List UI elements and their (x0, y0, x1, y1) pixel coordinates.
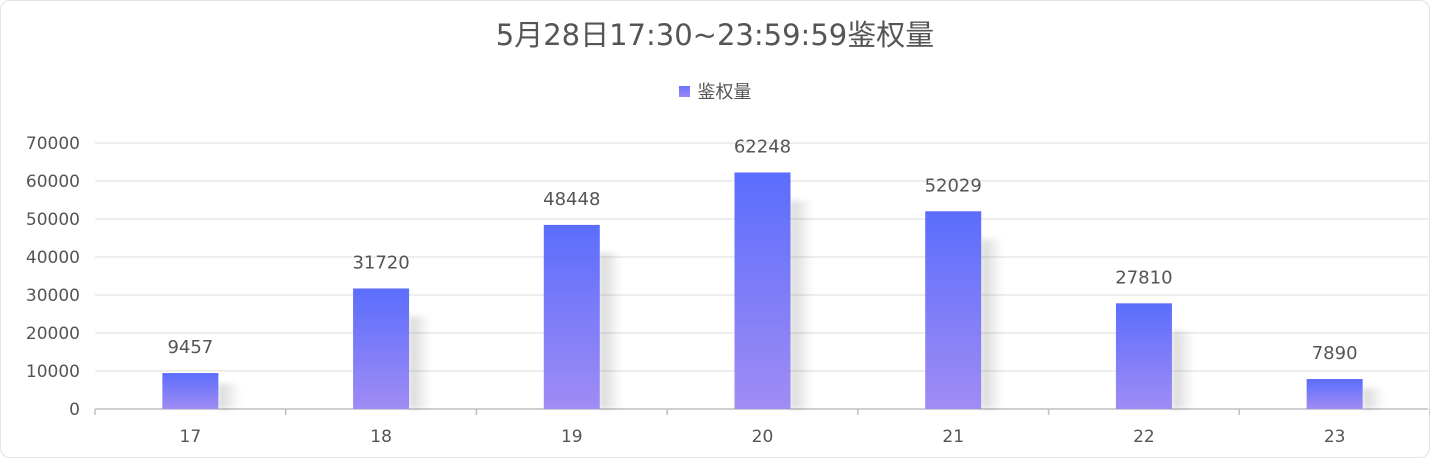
x-tick-label: 21 (942, 427, 964, 447)
bar-18 (353, 288, 410, 409)
data-label: 52029 (925, 175, 982, 196)
y-tick-label: 20000 (26, 324, 80, 344)
bar-19 (543, 224, 600, 409)
x-tick-label: 23 (1324, 427, 1346, 447)
bar-22 (1115, 303, 1172, 409)
y-tick-label: 0 (69, 400, 80, 420)
bar-shadow (1171, 331, 1194, 409)
x-tick-label: 22 (1133, 427, 1155, 447)
data-label: 62248 (734, 136, 791, 157)
bar-17 (162, 373, 219, 409)
bar-20 (734, 172, 791, 409)
y-tick-label: 40000 (26, 248, 80, 268)
bar-shadow (1362, 388, 1385, 409)
x-tick-label: 19 (561, 427, 583, 447)
bar-shadow (981, 239, 1004, 409)
legend[interactable]: 鉴权量 (0, 78, 1430, 104)
legend-swatch (678, 86, 690, 97)
legend-label: 鉴权量 (697, 82, 752, 103)
y-tick-label: 30000 (26, 286, 80, 306)
y-tick-label: 50000 (26, 210, 80, 230)
bar-shadow (218, 383, 241, 409)
y-tick-label: 70000 (26, 134, 80, 154)
data-label: 27810 (1115, 267, 1172, 288)
x-tick-label: 17 (180, 427, 202, 447)
y-tick-label: 60000 (26, 172, 80, 192)
bars (162, 172, 1385, 409)
chart-title: 5月28日17:30~23:59:59鉴权量 (495, 18, 935, 52)
data-labels: 9457 31720 48448 62248 52029 27810 7890 (167, 136, 1357, 364)
bar-shadow (790, 200, 813, 409)
y-tick-label: 10000 (26, 362, 80, 382)
data-label: 9457 (167, 337, 213, 358)
data-label: 31720 (352, 252, 409, 273)
bar-21 (925, 211, 982, 409)
bar-23 (1306, 379, 1363, 409)
data-label: 7890 (1312, 343, 1358, 364)
bar-shadow (599, 252, 622, 409)
bar-shadow (409, 316, 432, 409)
y-axis: 0 10000 20000 30000 40000 50000 60000 70000 (26, 134, 80, 420)
x-tick-label: 18 (370, 427, 392, 447)
x-tick-label: 20 (752, 427, 774, 447)
x-axis: 17 18 19 20 21 22 23 (94, 408, 1430, 447)
data-label: 48448 (543, 189, 600, 210)
